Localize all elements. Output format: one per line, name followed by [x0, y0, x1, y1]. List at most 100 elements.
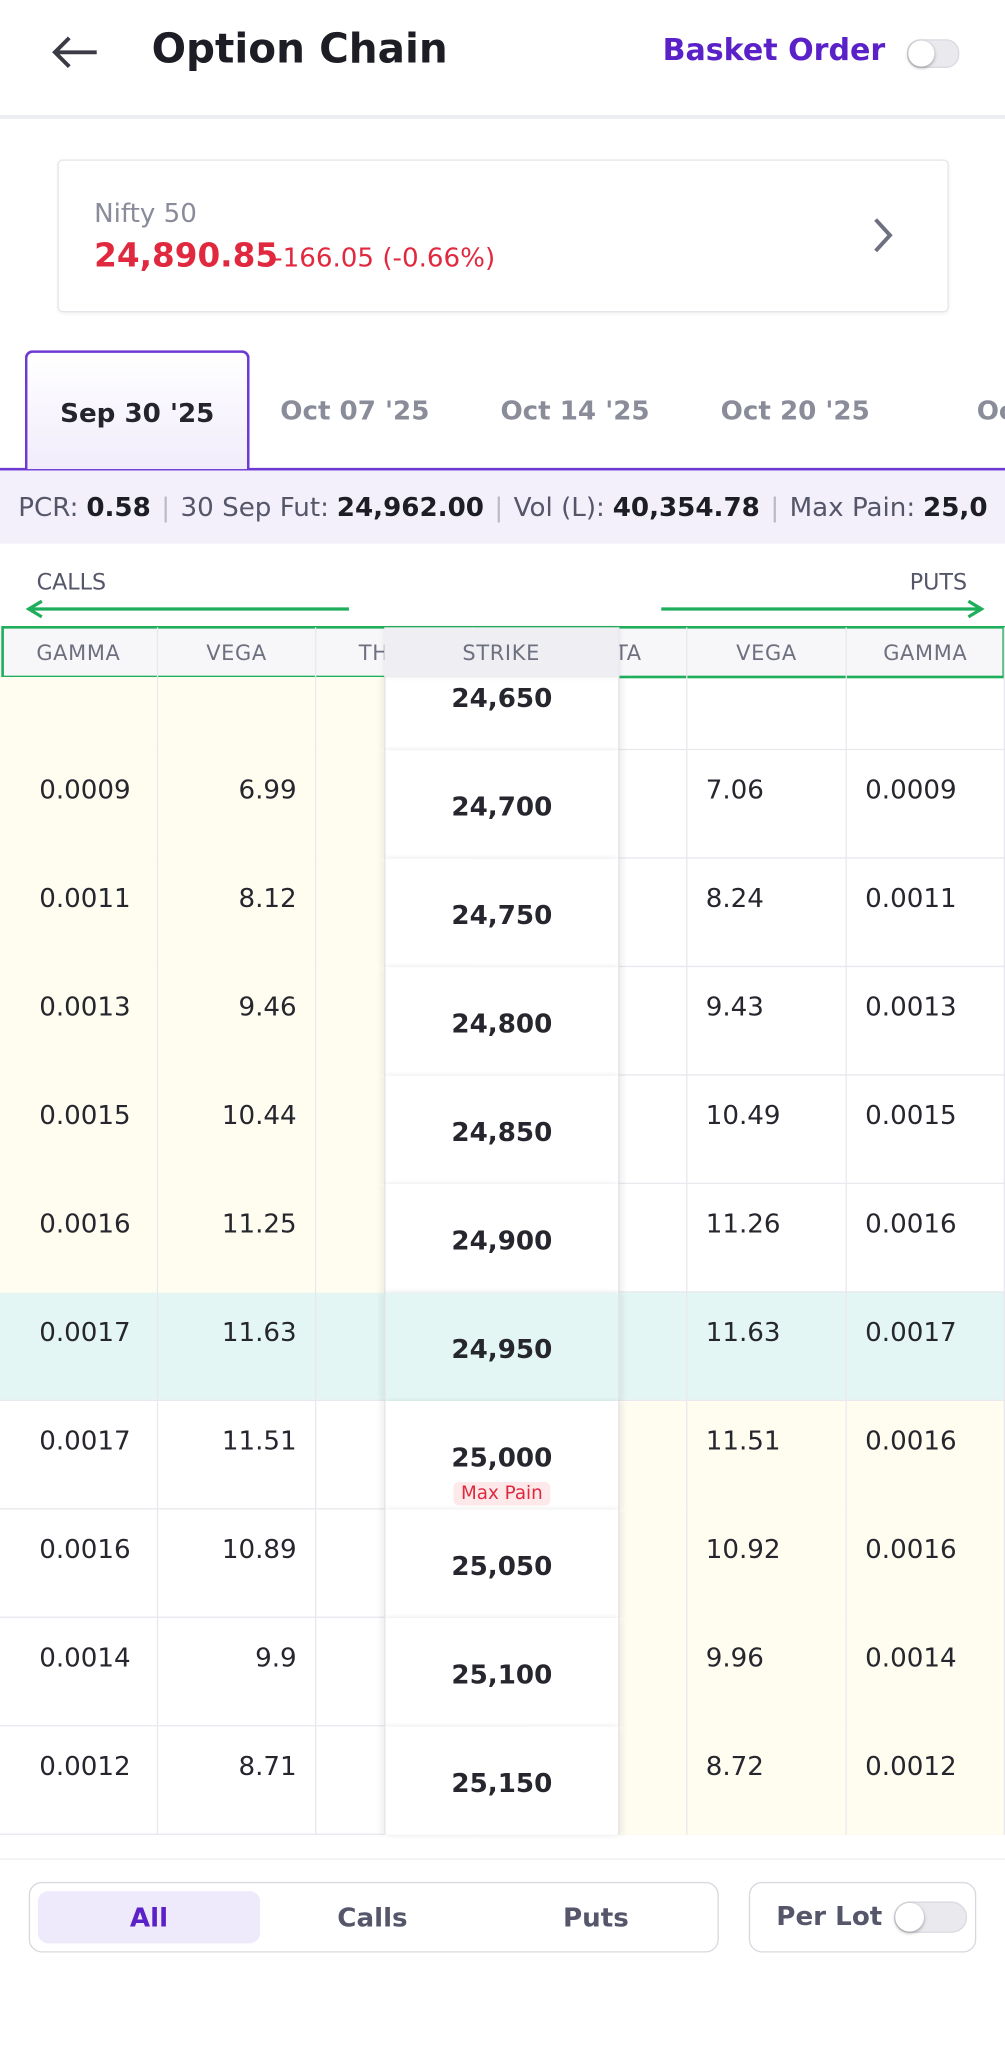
strike: 25,000 [451, 1441, 553, 1473]
footer: All Calls Puts Per Lot [0, 1858, 1005, 2048]
call-vega: 8.12 [238, 882, 297, 914]
expiry-tab[interactable]: Oct 07 '25 [280, 394, 430, 427]
expiry-tabs: Sep 30 '25 Oct 07 '25 Oct 14 '25 Oct 20 '25… [0, 350, 1005, 471]
index-change: -166.05 (-0.66%) [273, 241, 496, 274]
strike: 24,650 [451, 682, 553, 714]
index-card[interactable]: Nifty 50 24,890.85 -166.05 (-0.66%) [57, 159, 949, 313]
filter-group: All Calls Puts [28, 1881, 719, 1953]
cell: 0.0011 [847, 858, 1005, 968]
expiry-tab[interactable]: Sep 30 '25 [24, 350, 250, 470]
cell [687, 676, 847, 751]
stats-bar: PCR: 0.58 | 30 Sep Fut: 24,962.00 | Vol (L): 40… [0, 470, 1005, 544]
put-vega: 10.92 [705, 1532, 781, 1565]
basket-order[interactable]: Basket Order [662, 33, 886, 68]
stat-value: 40,354.78 [612, 491, 760, 523]
stat-label: 30 Sep Fut: [180, 491, 329, 523]
cell: 11.51 [687, 1400, 847, 1510]
cell: 0.0016 [846, 1509, 1005, 1618]
strike: 24,700 [451, 790, 553, 823]
put-vega: 8.24 [705, 882, 764, 914]
cell [531, 1075, 688, 1185]
expiry-tab[interactable]: Oct 14 '25 [500, 394, 650, 427]
cell [847, 676, 1005, 751]
strike: 25,100 [451, 1658, 553, 1690]
per-lot[interactable]: Per Lot [748, 1881, 977, 1953]
strike: 24,900 [451, 1224, 553, 1256]
put-vega: 11.26 [705, 1207, 781, 1239]
call-gamma: 0.0017 [39, 1424, 131, 1456]
strike-cell: 24,800 [384, 967, 620, 1076]
cell: 8.71 [158, 1726, 317, 1835]
option-row[interactable]: 0.0016 11.25 11.26 0.0016 24,900 [0, 1184, 1005, 1293]
cell: 0.0017 [0, 1400, 159, 1510]
stat-label: PCR: [18, 491, 79, 523]
call-gamma: 0.0013 [39, 990, 131, 1022]
option-row[interactable]: 0.0017 11.63 11.63 0.0017 24,950 [0, 1292, 1005, 1401]
cell: 8.72 [687, 1726, 847, 1835]
puts-label: PUTS [909, 569, 968, 596]
strike-cell: 25,050 [384, 1509, 620, 1618]
option-row[interactable]: 0.0015 10.44 10.49 0.0015 24,850 [0, 1075, 1005, 1185]
filter-button[interactable]: Calls [337, 1901, 408, 1933]
strike: 24,850 [451, 1116, 553, 1148]
put-vega: 9.43 [705, 990, 764, 1022]
filter-button[interactable]: Puts [563, 1901, 629, 1933]
option-row[interactable]: 0.0009 6.99 7.06 0.0009 24,700 [0, 750, 1005, 859]
back-button[interactable] [50, 34, 100, 71]
option-row[interactable]: 0.0012 8.71 8.72 0.0012 25,150 [0, 1726, 1005, 1835]
filter-button[interactable]: All [37, 1891, 261, 1944]
cell: 0.0013 [0, 967, 159, 1076]
option-row[interactable]: 0.0017 11.51 11.51 0.0016 25,000 Max Pain [0, 1400, 1005, 1510]
cell: 0.0012 [0, 1726, 159, 1835]
basket-toggle[interactable] [906, 39, 960, 68]
cell: 8.24 [687, 858, 847, 968]
per-lot-toggle[interactable] [893, 1901, 968, 1933]
cell: 0.0014 [846, 1617, 1005, 1727]
cell: 0.0009 [847, 750, 1005, 859]
column-header: GAMMA [847, 627, 1005, 677]
put-gamma: 0.0016 [865, 1532, 957, 1565]
put-gamma: 0.0012 [865, 1749, 957, 1782]
per-lot-label: Per Lot [776, 1900, 883, 1932]
cell [0, 676, 159, 751]
put-gamma: 0.0009 [865, 773, 957, 806]
put-gamma: 0.0014 [865, 1641, 957, 1673]
call-vega: 10.44 [221, 1099, 297, 1131]
put-gamma: 0.0016 [865, 1207, 957, 1239]
option-row[interactable]: 0.0013 9.46 9.43 0.0013 24,800 [0, 967, 1005, 1076]
expiry-tab[interactable]: Oct 20 '25 [720, 394, 870, 427]
cell [531, 1292, 688, 1401]
put-gamma: 0.0011 [865, 882, 957, 914]
column-header: GAMMAVEGATHETASTRIKEDELTAVEGAGAMMA [0, 627, 1005, 677]
cell: 10.89 [158, 1509, 317, 1618]
option-row[interactable]: 0.0016 10.89 10.92 0.0016 25,050 [0, 1509, 1005, 1618]
put-vega: 11.63 [705, 1316, 781, 1348]
put-gamma: 0.0016 [865, 1424, 957, 1456]
cell: 0.0016 [846, 1400, 1005, 1510]
stat-value: 24,962.00 [336, 491, 484, 523]
calls-label: CALLS [36, 569, 107, 596]
calls-arrow [25, 599, 349, 619]
strike: 25,050 [451, 1549, 553, 1582]
separator: | [770, 491, 780, 523]
index-price: 24,890.85 [94, 236, 279, 275]
cell: 10.92 [687, 1509, 847, 1618]
cell: 0.0017 [847, 1292, 1005, 1401]
column-header: STRIKE [384, 627, 620, 677]
call-gamma: 0.0014 [39, 1641, 131, 1673]
option-row[interactable]: 0.0014 9.9 9.96 0.0014 25,100 [0, 1617, 1005, 1727]
option-row[interactable]: 0.0011 8.12 8.24 0.0011 24,750 [0, 858, 1005, 968]
expiry-tab[interactable]: Oct 2 [976, 394, 1005, 427]
header: Option Chain Basket Order [0, 0, 1005, 119]
option-row[interactable]: 24,650 [0, 676, 1005, 751]
call-vega: 10.89 [221, 1532, 297, 1565]
put-gamma: 0.0013 [865, 990, 957, 1022]
column-header: VEGA [687, 627, 847, 677]
cell [531, 1184, 688, 1293]
cell: 6.99 [158, 750, 317, 859]
strike-cell: 24,900 [384, 1184, 620, 1293]
cell: 9.96 [687, 1617, 847, 1727]
cell: 9.9 [158, 1617, 317, 1727]
call-vega: 8.71 [238, 1749, 297, 1782]
strike: 24,750 [451, 899, 553, 931]
